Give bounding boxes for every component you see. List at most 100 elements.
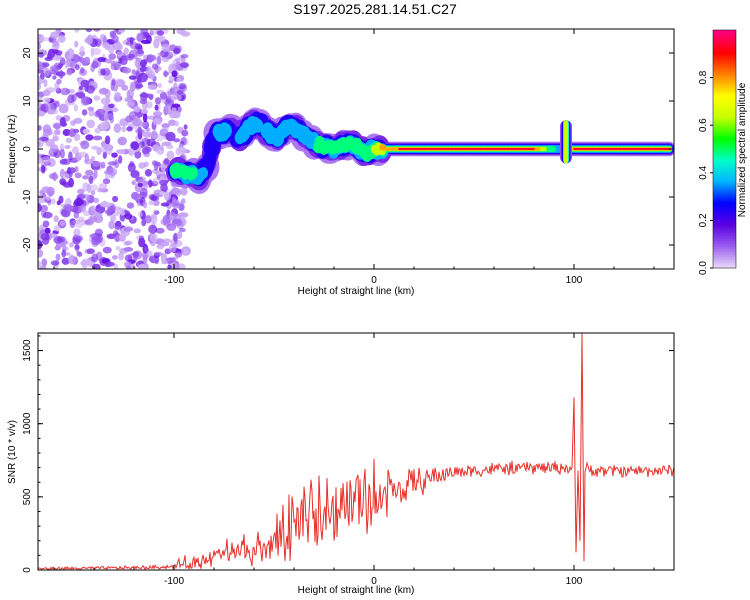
noise-blob (85, 169, 94, 176)
noise-blob (178, 82, 187, 90)
noise-blob (62, 128, 71, 137)
noise-blob (59, 70, 64, 79)
noise-blob (151, 129, 157, 140)
ridge-mark (551, 146, 556, 152)
ridge-mark (422, 147, 425, 151)
ridge-mark (514, 147, 517, 151)
ridge-mark (474, 147, 476, 151)
colorbar-band (713, 216, 736, 220)
noise-blob (154, 97, 162, 105)
colorbar-band (713, 192, 736, 196)
noise-blob (138, 211, 143, 217)
colorbar-band (713, 156, 736, 160)
noise-blob (41, 62, 50, 68)
noise-blob (127, 148, 135, 156)
noise-blob (166, 150, 175, 160)
ridge-mark (590, 147, 593, 151)
noise-blob (91, 204, 96, 212)
noise-blob (69, 242, 74, 248)
colorbar-band (713, 105, 736, 108)
noise-blob (171, 103, 181, 108)
noise-blob (100, 68, 106, 76)
noise-blob (116, 149, 126, 155)
colorbar-band (713, 89, 736, 93)
noise-blob (173, 47, 181, 55)
ridge-mark (419, 147, 422, 151)
ridge-mark (530, 147, 532, 151)
noise-blob (171, 257, 176, 263)
colorbar-band (713, 266, 736, 269)
noise-blob (59, 220, 66, 227)
colorbar-band (713, 194, 736, 198)
snr-series-line (38, 333, 674, 570)
ridge-mark (623, 147, 626, 151)
noise-blob (86, 119, 96, 129)
colorbar-band (713, 224, 736, 227)
noise-blob (134, 150, 142, 159)
x-tick-label: -100 (164, 576, 184, 587)
ridge-mark (423, 147, 426, 151)
ridge-mark (637, 147, 640, 151)
noise-blob (118, 57, 123, 64)
colorbar-band (713, 190, 736, 194)
colorbar-band (713, 242, 736, 245)
noise-blob (63, 204, 73, 212)
noise-blob (38, 99, 41, 107)
ridge-mark (635, 147, 637, 151)
ridge-mark (503, 147, 506, 151)
colorbar-band (713, 154, 736, 158)
noise-blob (143, 201, 148, 209)
noise-blob (92, 135, 103, 141)
ridge-mark (510, 147, 513, 151)
noise-blob (81, 96, 91, 105)
noise-blob (180, 136, 187, 146)
ridge-mark (587, 147, 590, 151)
noise-blob (86, 183, 92, 193)
ridge-mark (408, 147, 411, 151)
colorbar-band (713, 39, 736, 43)
noise-blob (84, 193, 90, 201)
ridge-mark (415, 147, 418, 151)
noise-blob (72, 146, 79, 155)
noise-blob (156, 55, 162, 65)
ridge-mark (584, 147, 587, 151)
noise-blob (130, 141, 140, 151)
colorbar-band (713, 97, 736, 101)
colorbar-band (713, 93, 736, 97)
noise-blob (53, 236, 64, 244)
noise-blob (42, 220, 50, 228)
ridge-mark (604, 147, 607, 151)
ridge-mark (504, 147, 507, 151)
ridge-mark (398, 147, 401, 151)
noise-blob (44, 102, 54, 107)
noise-blob (82, 175, 89, 180)
noise-blob (168, 119, 177, 126)
y-tick-label: 1500 (22, 339, 33, 362)
noise-blob (68, 167, 76, 174)
ridge-mark (521, 147, 524, 151)
noise-blob (115, 245, 121, 251)
y-tick-label: 500 (22, 488, 33, 505)
noise-blob (41, 164, 46, 174)
ridge-mark (506, 147, 509, 151)
colorbar-band (713, 210, 736, 214)
noise-blob (113, 29, 119, 32)
ridge-mark (402, 147, 405, 151)
colorbar-band (713, 77, 736, 81)
ridge-mark (451, 147, 454, 151)
ridge-mark (434, 147, 437, 151)
ridge-mark (441, 147, 444, 151)
noise-blob (80, 67, 85, 74)
ridge-mark (478, 147, 481, 151)
noise-blob (126, 202, 135, 209)
noise-blob (173, 138, 181, 143)
noise-blob (139, 98, 148, 105)
y-tick-label: 20 (22, 47, 33, 59)
noise-blob (131, 69, 136, 75)
ridge-mark (630, 147, 633, 151)
noise-blob (143, 247, 150, 252)
noise-blob (67, 51, 74, 60)
colorbar-band (713, 236, 736, 239)
ridge-mark (437, 147, 440, 151)
